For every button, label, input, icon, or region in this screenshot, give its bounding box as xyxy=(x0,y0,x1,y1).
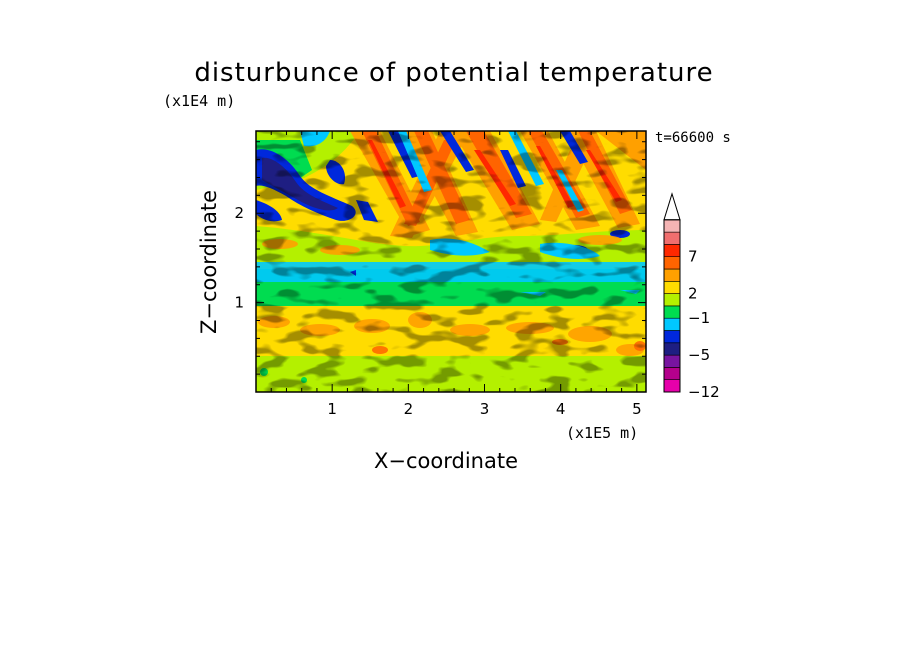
colorbar-bin xyxy=(663,268,681,282)
x-tick-label: 1 xyxy=(327,400,337,418)
y-tick-label: 2 xyxy=(234,204,244,222)
colorbar-label: −12 xyxy=(688,383,720,401)
x-axis-label: X−coordinate xyxy=(374,449,518,473)
colorbar-label: 7 xyxy=(688,248,698,266)
colorbar-bin xyxy=(663,354,681,368)
time-label: t=66600 s xyxy=(655,130,731,146)
contour-field xyxy=(256,131,646,392)
colorbar-label: 2 xyxy=(688,285,698,303)
colorbar-bin xyxy=(663,367,681,380)
colorbar-bin xyxy=(663,379,681,393)
colorbar-extend-arrow xyxy=(663,192,681,221)
colorbar-frame xyxy=(663,219,681,393)
x-axis-unit: (x1E5 m) xyxy=(566,424,639,442)
colorbar-bin xyxy=(663,219,681,233)
colorbar-bin xyxy=(663,293,681,307)
colorbar-bin xyxy=(663,317,681,331)
colorbar-label: −5 xyxy=(688,346,710,364)
colorbar-bin xyxy=(663,330,681,344)
colorbar-bin xyxy=(663,305,681,319)
y-tick-label: 1 xyxy=(234,294,244,312)
colorbar-bin xyxy=(663,280,681,294)
chart-title: disturbunce of potential temperature xyxy=(194,58,714,88)
x-tick-label: 3 xyxy=(480,400,490,418)
colorbar-bin xyxy=(663,231,681,245)
z-axis-unit: (x1E4 m) xyxy=(163,92,236,110)
plot-frame xyxy=(255,130,647,393)
colorbar-label: −1 xyxy=(688,309,710,327)
colorbar-bin xyxy=(663,256,681,270)
x-tick-label: 5 xyxy=(632,400,642,418)
x-tick-label: 2 xyxy=(404,400,414,418)
colorbar-bin xyxy=(663,244,681,257)
x-tick-label: 4 xyxy=(556,400,566,418)
colorbar-bin xyxy=(663,342,681,356)
